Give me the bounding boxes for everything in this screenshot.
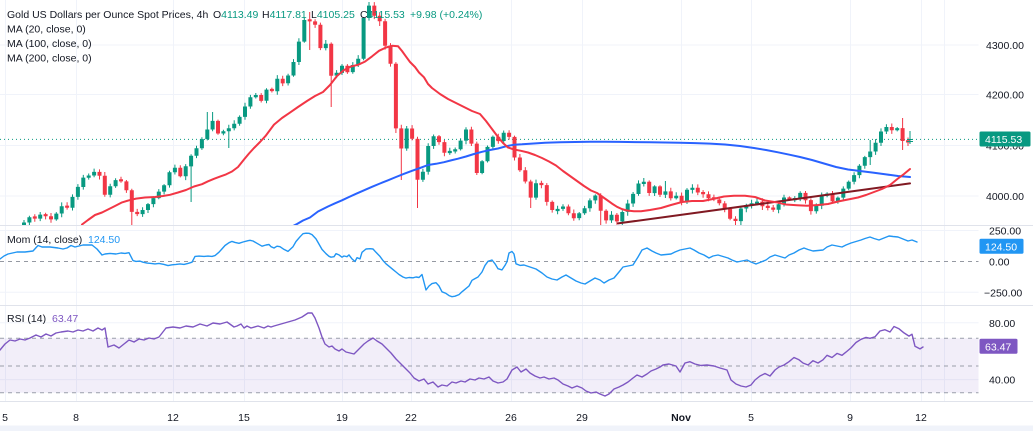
svg-text:29: 29	[576, 412, 588, 424]
svg-text:H4117.81: H4117.81	[262, 9, 307, 21]
svg-text:4200.00: 4200.00	[986, 90, 1024, 102]
svg-text:4000.00: 4000.00	[986, 191, 1024, 203]
svg-text:O4113.49: O4113.49	[213, 9, 259, 21]
svg-text:−250.00: −250.00	[984, 287, 1022, 299]
svg-text:250.00: 250.00	[989, 226, 1021, 238]
svg-text:63.47: 63.47	[985, 341, 1011, 353]
svg-text:Gold US Dollars per Ounce Spot: Gold US Dollars per Ounce Spot Prices, 4…	[7, 9, 209, 21]
svg-text:12: 12	[915, 412, 927, 424]
svg-text:L4105.25: L4105.25	[311, 9, 355, 21]
svg-text:9: 9	[847, 412, 853, 424]
svg-text:RSI (14): RSI (14)	[7, 313, 46, 325]
svg-text:26: 26	[505, 412, 517, 424]
svg-text:MA (200, close, 0): MA (200, close, 0)	[7, 53, 92, 65]
svg-text:124.50: 124.50	[985, 241, 1017, 253]
svg-text:15: 15	[238, 412, 250, 424]
svg-text:40.00: 40.00	[989, 375, 1015, 387]
svg-text:0.00: 0.00	[989, 257, 1010, 269]
svg-text:MA (100, close, 0): MA (100, close, 0)	[7, 38, 92, 50]
svg-text:4300.00: 4300.00	[986, 40, 1024, 52]
svg-text:+9.98 (+0.24%): +9.98 (+0.24%)	[410, 9, 482, 21]
svg-text:19: 19	[336, 412, 348, 424]
svg-text:4115.53: 4115.53	[985, 134, 1022, 146]
svg-text:124.50: 124.50	[88, 234, 120, 246]
svg-text:5: 5	[2, 412, 8, 424]
svg-text:MA (20, close, 0): MA (20, close, 0)	[7, 24, 86, 36]
svg-text:5: 5	[748, 412, 754, 424]
svg-text:Nov: Nov	[671, 412, 691, 424]
svg-text:C4115.53: C4115.53	[360, 9, 405, 21]
svg-text:8: 8	[73, 412, 79, 424]
svg-text:22: 22	[405, 412, 417, 424]
svg-text:12: 12	[167, 412, 179, 424]
svg-text:63.47: 63.47	[52, 313, 78, 325]
svg-text:Mom (14, close): Mom (14, close)	[7, 234, 82, 246]
svg-text:80.00: 80.00	[989, 318, 1015, 330]
